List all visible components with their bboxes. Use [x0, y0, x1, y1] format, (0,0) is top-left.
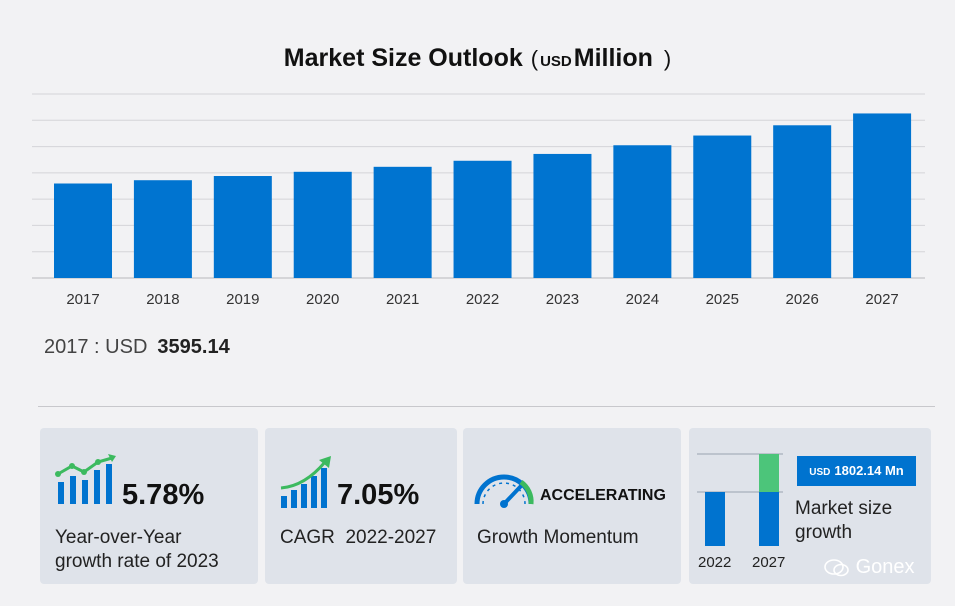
yoy-desc-line1: Year-over-Year — [55, 527, 182, 548]
momentum-card: ACCELERATING Growth Momentum — [463, 428, 681, 584]
title-unit: Million — [573, 44, 653, 72]
x-tick-label: 2024 — [626, 291, 659, 308]
bar-2022 — [453, 160, 512, 278]
x-tick-label: 2026 — [785, 291, 818, 308]
chart-title: Market Size Outlook (USDMillion ) — [0, 44, 955, 73]
badge-value: 1802.14 Mn — [834, 463, 904, 478]
cagr-card: 7.05% CAGR 2022-2027 — [265, 428, 457, 584]
cagr-desc: CAGR 2022-2027 — [280, 527, 437, 548]
summary-label: 2017 : USD — [44, 336, 148, 358]
title-close-paren: ) — [663, 46, 672, 71]
yoy-value: 5.78% — [122, 479, 205, 511]
momentum-desc: Growth Momentum — [477, 527, 639, 548]
cagr-value: 7.05% — [337, 479, 420, 511]
x-tick-label: 2027 — [865, 291, 898, 308]
rising-bars-icon — [280, 456, 331, 508]
title-currency: USD — [540, 53, 572, 70]
x-tick-label: 2025 — [706, 291, 739, 308]
base-year-summary: 2017 : USD 3595.14 — [44, 336, 230, 359]
x-tick-label: 2022 — [466, 291, 499, 308]
x-tick-label: 2020 — [306, 291, 339, 308]
growth-desc-line1: Market size — [795, 498, 893, 519]
wechat-icon — [824, 558, 850, 578]
bar-2017 — [54, 183, 112, 278]
bar-2027 — [853, 113, 912, 278]
wechat-icon-shape — [824, 558, 849, 577]
growth-desc-line2: growth — [795, 522, 853, 543]
x-tick-label: 2017 — [66, 291, 99, 308]
yoy-desc-line2: growth rate of 2023 — [55, 551, 219, 572]
watermark: Gonex — [824, 556, 915, 579]
growth-badge: USD 1802.14 Mn — [797, 456, 916, 486]
x-tick-label: 2018 — [146, 291, 179, 308]
bar-2026 — [773, 125, 832, 278]
bar-chart: 2017 2018 2019 2020 2021 2022 2023 2024 2025 2026… — [32, 93, 925, 308]
bar-2025 — [693, 135, 752, 278]
bar-2019 — [213, 176, 272, 278]
bar-2021 — [373, 166, 432, 278]
mini-bar-start — [705, 492, 725, 546]
x-tick-label: 2019 — [226, 291, 259, 308]
summary-value: 3595.14 — [157, 336, 230, 358]
x-tick-label: 2021 — [386, 291, 419, 308]
momentum-value: ACCELERATING — [540, 487, 666, 504]
mini-bar-end — [759, 492, 779, 546]
x-tick-label: 2023 — [546, 291, 579, 308]
speedometer-icon — [474, 474, 534, 508]
bar-growth-icon — [55, 454, 116, 504]
growth-mini-chart — [697, 453, 783, 546]
badge-unit: USD — [809, 467, 831, 478]
bar-2023 — [533, 153, 592, 278]
bar-2024 — [613, 145, 672, 278]
yoy-card: 5.78% Year-over-Year growth rate of 2023 — [40, 428, 258, 584]
growth-year-start: 2022 — [698, 554, 732, 571]
mini-bar-growth — [759, 454, 779, 492]
growth-year-end: 2027 — [752, 554, 786, 571]
bar-2018 — [133, 180, 192, 278]
divider — [38, 406, 935, 407]
bar-2020 — [293, 171, 352, 278]
title-main: Market Size Outlook — [283, 44, 523, 72]
watermark-text: Gonex — [855, 556, 915, 578]
title-open-paren: ( — [530, 46, 539, 71]
